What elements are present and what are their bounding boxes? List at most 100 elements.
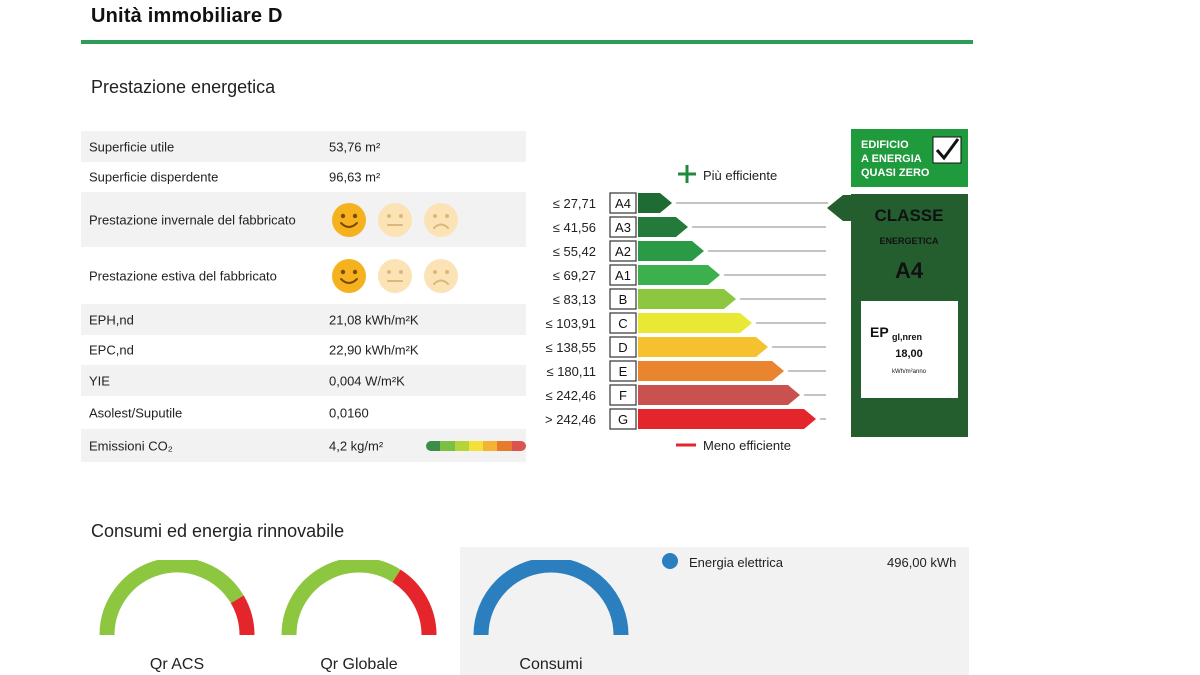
nzeb-label: EDIFICIO A ENERGIA QUASI ZERO [861, 139, 930, 179]
info-row-yie: YIE 0,004 W/m²K [81, 365, 526, 396]
co2-scale-segment [497, 440, 512, 451]
energy-class-row: ≤ 103,91 C [545, 312, 826, 334]
ep-box [861, 301, 958, 398]
class-letter-box [609, 264, 637, 286]
info-row-prestazione-estiva: Prestazione estiva del fabbricato [81, 247, 526, 304]
class-letter-box [609, 288, 637, 310]
co2-scale-segment [440, 440, 455, 451]
info-value: 4,2 kg/m² [329, 438, 384, 453]
legend-value: 496,00 kWh [887, 555, 957, 570]
info-row-superficie-disperdente: Superficie disperdente 96,63 m² [81, 162, 526, 192]
class-arrow [638, 289, 736, 309]
face-rating [331, 258, 459, 294]
co2-scale-segment [483, 440, 498, 451]
class-letter: A2 [615, 244, 631, 259]
classe-label: CLASSE [875, 206, 944, 225]
info-table: Superficie utile 53,76 m² Superficie dis… [81, 131, 526, 462]
co2-scale-segment [426, 440, 441, 451]
sad-face-icon [424, 202, 458, 237]
info-label: EPH,nd [89, 312, 134, 327]
energy-class-row: > 242,46 G [545, 408, 826, 430]
info-row-epc-nd: EPC,nd 22,90 kWh/m²K [81, 335, 526, 365]
info-label: YIE [89, 373, 110, 388]
class-letter-box [609, 240, 637, 262]
info-value: 0,004 W/m²K [329, 373, 405, 388]
section-title-consumi: Consumi ed energia rinnovabile [91, 521, 345, 541]
class-threshold: ≤ 27,71 [553, 196, 596, 211]
gauge-label: Qr ACS [149, 656, 205, 673]
gauge-main-segment [99, 557, 244, 636]
class-letter: B [619, 292, 628, 307]
class-threshold: ≤ 55,42 [553, 244, 596, 259]
info-label: Prestazione invernale del fabbricato [89, 212, 296, 227]
more-efficient-label: Più efficiente [703, 168, 777, 183]
info-row-prestazione-invernale: Prestazione invernale del fabbricato [81, 192, 526, 247]
class-letter-box [609, 384, 637, 406]
gauge-main-segment [473, 557, 629, 636]
gauge-qr-globale: Qr Globale [274, 557, 444, 673]
class-threshold: ≤ 41,56 [553, 220, 596, 235]
class-letter: A3 [615, 220, 631, 235]
energy-class-row: ≤ 242,46 F [545, 384, 826, 406]
energy-class-row: ≤ 83,13 B [553, 288, 826, 310]
info-value: 0,0160 [329, 405, 369, 420]
class-threshold: ≤ 138,55 [545, 340, 596, 355]
ep-unit: kWh/m²anno [892, 369, 927, 375]
current-class-pointer [827, 195, 851, 221]
title-divider [81, 40, 973, 44]
class-letter: C [618, 316, 627, 331]
page-title: Unità immobiliare D [91, 5, 283, 27]
class-letter-box [609, 192, 637, 214]
plus-icon [678, 165, 696, 183]
gauge-arc [99, 557, 255, 636]
class-letter: A4 [615, 196, 631, 211]
info-label: EPC,nd [89, 342, 134, 358]
class-letter: D [618, 340, 627, 355]
info-label: Asolest/Suputile [89, 405, 183, 420]
info-value: 53,76 m² [329, 139, 381, 154]
class-letter: A1 [615, 268, 631, 283]
gauge-arc [473, 557, 629, 636]
legend-dot-icon [662, 553, 678, 569]
class-letter-box [609, 216, 637, 238]
co2-scale-segment [454, 440, 469, 451]
info-label: Superficie disperdente [89, 169, 219, 185]
class-letter-box [609, 312, 637, 334]
info-row-eph-nd: EPH,nd 21,08 kWh/m²K [81, 304, 526, 335]
ep-subscript: gl,nren [892, 332, 922, 342]
info-value: 21,08 kWh/m²K [329, 312, 419, 327]
info-label: Emissioni CO₂ [89, 438, 173, 453]
less-efficient-label: Meno efficiente [703, 438, 791, 453]
energetica-label: ENERGETICA [879, 236, 939, 246]
class-letter-box [609, 408, 637, 430]
energy-class-row: ≤ 69,27 A1 [553, 264, 826, 286]
co2-scale-bar [426, 440, 526, 451]
class-threshold: ≤ 83,13 [553, 292, 596, 307]
gauge-consumi: Consumi [466, 557, 636, 673]
energy-class-scale: Più efficiente ≤ 27,71 A4 ≤ 41,56 A3 ≤ 55,42… [545, 129, 968, 453]
current-class-value: A4 [895, 258, 924, 283]
gauge-remaining-segment [392, 569, 437, 636]
energy-class-row: ≤ 138,55 D [545, 336, 826, 358]
class-letter: E [619, 364, 628, 379]
class-threshold: ≤ 180,11 [546, 364, 596, 379]
neutral-face-icon [378, 258, 412, 293]
energy-class-row: ≤ 55,42 A2 [553, 240, 826, 262]
class-letter-box [609, 360, 637, 382]
class-arrow [638, 193, 672, 213]
info-row-superficie-utile: Superficie utile 53,76 m² [81, 131, 526, 162]
class-rows: ≤ 27,71 A4 ≤ 41,56 A3 ≤ 55,42 A2 ≤ 69,27 A1 ≤ 83… [545, 192, 828, 430]
class-arrow [638, 217, 688, 237]
info-value: 96,63 m² [329, 169, 381, 185]
class-threshold: ≤ 242,46 [545, 388, 596, 403]
energy-class-row: ≤ 180,11 E [546, 360, 826, 382]
class-arrow [638, 361, 784, 381]
class-arrow [638, 385, 800, 405]
ep-label: EP [870, 324, 889, 340]
checkmark-icon [932, 136, 962, 164]
class-arrow [638, 241, 704, 261]
class-threshold: ≤ 69,27 [553, 268, 596, 283]
energy-class-row: ≤ 41,56 A3 [553, 216, 826, 238]
happy-face-icon [332, 258, 366, 293]
info-value: 22,90 kWh/m²K [329, 342, 419, 358]
